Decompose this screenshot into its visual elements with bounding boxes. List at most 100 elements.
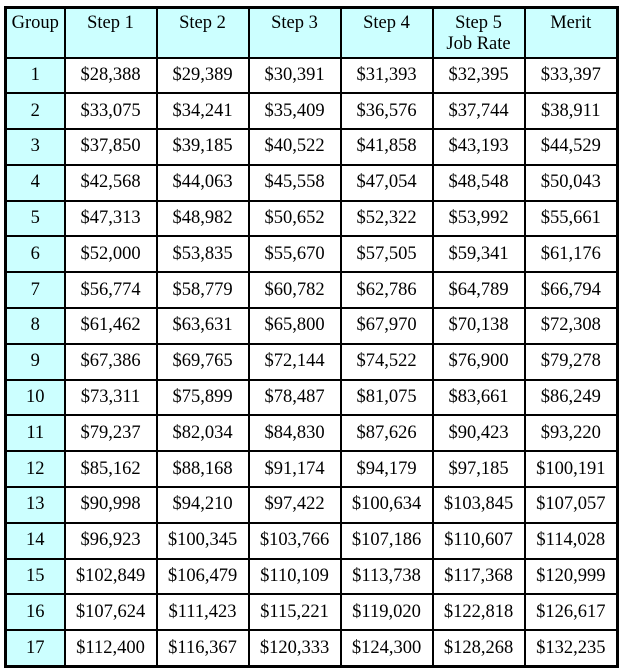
step-4-cell: $67,970: [339, 307, 434, 345]
step-1-cell: $47,313: [63, 199, 158, 238]
table-row: 7 $56,774 $58,779 $60,782 $62,786 $64,789 $66,…: [4, 271, 619, 310]
merit-cell: $79,278: [523, 342, 619, 381]
step-3-cell: $35,409: [247, 92, 342, 131]
step-5-job-rate-cell: $37,744: [431, 92, 526, 131]
step-4-cell: $107,186: [339, 521, 434, 560]
step-5-job-rate-cell: $59,341: [431, 235, 526, 274]
step-1-cell: $102,849: [63, 557, 158, 596]
group-cell: 15: [4, 557, 66, 596]
merit-cell: $126,617: [523, 593, 619, 632]
step-4-cell: $124,300: [339, 629, 434, 668]
step-1-cell: $85,162: [63, 450, 158, 489]
merit-cell: $33,397: [523, 56, 619, 95]
step-3-cell: $110,109: [247, 557, 342, 596]
merit-cell: $120,999: [523, 557, 619, 596]
group-cell: 10: [4, 378, 66, 417]
group-cell: 1: [4, 56, 66, 95]
step-1-cell: $107,624: [63, 593, 158, 632]
table-row: 5 $47,313 $48,982 $50,652 $52,322 $53,992 $55,…: [4, 199, 619, 238]
group-cell: 7: [4, 271, 66, 310]
step-4-cell: $100,634: [339, 486, 434, 524]
step-5-job-rate-cell: $32,395: [431, 56, 526, 95]
step-4-cell: $119,020: [339, 593, 434, 632]
step-1-cell: $52,000: [63, 235, 158, 274]
step-5-job-rate-cell: $97,185: [431, 450, 526, 489]
step-2-cell: $88,168: [155, 450, 250, 489]
step-1-cell: $112,400: [63, 629, 158, 668]
step-2-cell: $82,034: [155, 414, 250, 453]
step-4-cell: $81,075: [339, 378, 434, 417]
step-5-job-rate-cell: $128,268: [431, 629, 526, 668]
merit-cell: $100,191: [523, 450, 619, 489]
header-step-2: Step 2: [155, 6, 250, 59]
merit-cell: $132,235: [523, 629, 619, 668]
step-3-cell: $30,391: [247, 56, 342, 95]
merit-cell: $114,028: [523, 521, 619, 560]
step-4-cell: $62,786: [339, 271, 434, 310]
group-cell: 3: [4, 128, 66, 166]
step-3-cell: $97,422: [247, 486, 342, 524]
group-cell: 6: [4, 235, 66, 274]
step-1-cell: $67,386: [63, 342, 158, 381]
step-5-job-rate-cell: $117,368: [431, 557, 526, 596]
step-4-cell: $87,626: [339, 414, 434, 453]
step-5-job-rate-cell: $122,818: [431, 593, 526, 632]
table-row: 2 $33,075 $34,241 $35,409 $36,576 $37,744 $38,…: [4, 92, 619, 131]
step-3-cell: $78,487: [247, 378, 342, 417]
step-2-cell: $48,982: [155, 199, 250, 238]
header-step-3: Step 3: [247, 6, 342, 59]
step-2-cell: $44,063: [155, 163, 250, 202]
merit-cell: $44,529: [523, 128, 619, 166]
step-4-cell: $41,858: [339, 128, 434, 166]
table-row: 1 $28,388 $29,389 $30,391 $31,393 $32,395 $33,…: [4, 56, 619, 95]
table-row: 11 $79,237 $82,034 $84,830 $87,626 $90,423 $93…: [4, 414, 619, 453]
merit-cell: $66,794: [523, 271, 619, 310]
step-2-cell: $29,389: [155, 56, 250, 95]
step-3-cell: $91,174: [247, 450, 342, 489]
step-5-job-rate-cell: $110,607: [431, 521, 526, 560]
step-5-job-rate-cell: $90,423: [431, 414, 526, 453]
step-3-cell: $45,558: [247, 163, 342, 202]
step-3-cell: $60,782: [247, 271, 342, 310]
table-row: 13 $90,998 $94,210 $97,422 $100,634 $103,845 $…: [4, 486, 619, 524]
merit-cell: $61,176: [523, 235, 619, 274]
merit-cell: $107,057: [523, 486, 619, 524]
table-row: 9 $67,386 $69,765 $72,144 $74,522 $76,900 $79,…: [4, 342, 619, 381]
step-2-cell: $58,779: [155, 271, 250, 310]
step-4-cell: $31,393: [339, 56, 434, 95]
group-cell: 11: [4, 414, 66, 453]
header-group: Group: [4, 6, 66, 59]
merit-cell: $93,220: [523, 414, 619, 453]
table-row: 6 $52,000 $53,835 $55,670 $57,505 $59,341 $61,…: [4, 235, 619, 274]
group-cell: 14: [4, 521, 66, 560]
merit-cell: $50,043: [523, 163, 619, 202]
step-2-cell: $63,631: [155, 307, 250, 345]
step-4-cell: $57,505: [339, 235, 434, 274]
salary-step-table: Group Step 1 Step 2 Step 3 Step 4 Step 5…: [4, 6, 619, 668]
table-row: 4 $42,568 $44,063 $45,558 $47,054 $48,548 $50,…: [4, 163, 619, 202]
step-2-cell: $34,241: [155, 92, 250, 131]
step-4-cell: $36,576: [339, 92, 434, 131]
step-3-cell: $84,830: [247, 414, 342, 453]
step-1-cell: $73,311: [63, 378, 158, 417]
step-1-cell: $33,075: [63, 92, 158, 131]
merit-cell: $72,308: [523, 307, 619, 345]
group-cell: 2: [4, 92, 66, 131]
group-cell: 13: [4, 486, 66, 524]
step-2-cell: $75,899: [155, 378, 250, 417]
group-cell: 8: [4, 307, 66, 345]
table-row: 16 $107,624 $111,423 $115,221 $119,020 $122,8…: [4, 593, 619, 632]
step-2-cell: $106,479: [155, 557, 250, 596]
table-row: 14 $96,923 $100,345 $103,766 $107,186 $110,60…: [4, 521, 619, 560]
step-3-cell: $55,670: [247, 235, 342, 274]
header-row: Group Step 1 Step 2 Step 3 Step 4 Step 5…: [4, 6, 619, 59]
step-5-job-rate-cell: $43,193: [431, 128, 526, 166]
step-1-cell: $37,850: [63, 128, 158, 166]
step-1-cell: $42,568: [63, 163, 158, 202]
step-2-cell: $116,367: [155, 629, 250, 668]
step-1-cell: $90,998: [63, 486, 158, 524]
step-1-cell: $79,237: [63, 414, 158, 453]
step-2-cell: $94,210: [155, 486, 250, 524]
merit-cell: $86,249: [523, 378, 619, 417]
step-2-cell: $111,423: [155, 593, 250, 632]
